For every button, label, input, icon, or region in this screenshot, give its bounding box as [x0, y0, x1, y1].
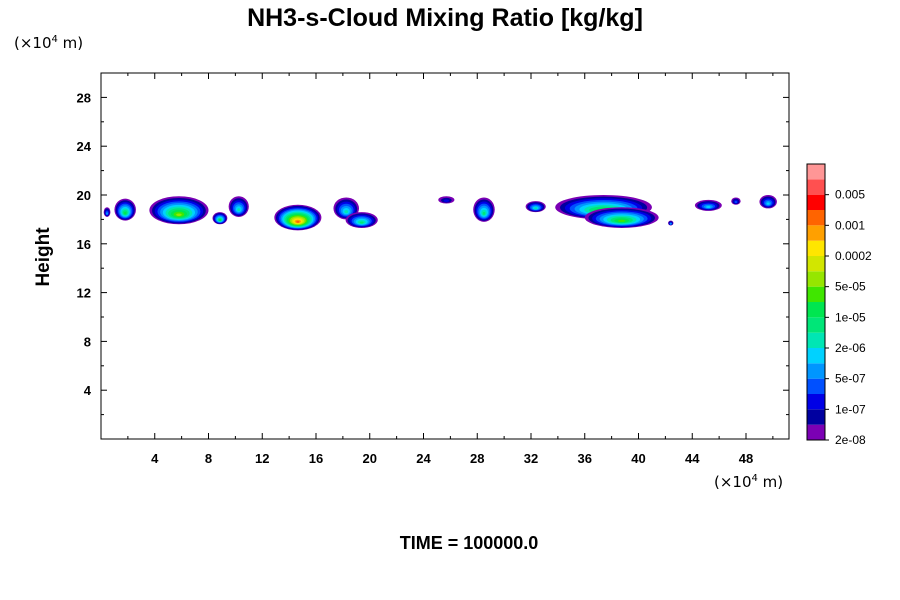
cloud-patch	[114, 198, 136, 221]
x-tick-label: 24	[416, 451, 431, 466]
x-axis-unit: (×104 m)	[714, 473, 783, 491]
cloud-patch	[345, 212, 378, 228]
x-tick-label: 40	[631, 451, 645, 466]
cloud-patch	[584, 207, 659, 228]
colorbar-label: 1e-05	[835, 310, 866, 324]
cloud-level	[123, 211, 127, 215]
colorbar-label: 0.0002	[835, 249, 872, 263]
colorbar-swatch	[807, 286, 825, 302]
x-tick-label: 36	[578, 451, 592, 466]
colorbar-swatch	[807, 302, 825, 318]
cloud-level	[618, 219, 626, 222]
colorbar-label: 0.001	[835, 218, 865, 232]
colorbar-swatch	[807, 225, 825, 241]
colorbar-swatch	[807, 409, 825, 425]
cloud-patch	[694, 199, 722, 211]
colorbar-swatch	[807, 424, 825, 440]
colorbar-label: 2e-06	[835, 341, 866, 355]
cloud-patch	[212, 212, 228, 225]
cloud-level	[344, 210, 349, 214]
x-tick-label: 8	[205, 451, 212, 466]
cloud-level	[443, 199, 450, 202]
x-tick-label: 4	[151, 451, 159, 466]
cloud-level	[106, 212, 109, 215]
y-axis-label: Height	[33, 227, 54, 287]
colorbar-swatch	[807, 317, 825, 333]
colorbar-swatch	[807, 271, 825, 287]
chart-title: NH3-s-Cloud Mixing Ratio [kg/kg]	[247, 4, 643, 32]
y-tick-label: 24	[77, 139, 92, 154]
colorbar-swatch	[807, 394, 825, 410]
x-tick-label: 12	[255, 451, 269, 466]
colorbar-swatch	[807, 240, 825, 256]
cloud-level	[534, 207, 538, 210]
cloud-patch	[103, 207, 111, 217]
y-tick-label: 20	[77, 188, 91, 203]
colorbar-frame	[806, 163, 826, 441]
x-axis: 4 8 12 16 20 24 28 32 36 40 44 48	[127, 73, 774, 466]
colorbar: 0.005 0.001 0.0002 5e-05 1e-05 2e-06 5e-07 1e-0…	[806, 163, 872, 447]
cloud-level	[734, 201, 738, 204]
y-tick-label: 4	[84, 383, 92, 398]
x-tick-label: 20	[363, 451, 377, 466]
colorbar-label: 0.005	[835, 188, 865, 202]
cloud-level	[706, 205, 711, 208]
cloud-level	[176, 213, 182, 216]
cloud-patch	[274, 204, 322, 231]
y-tick-label: 28	[77, 90, 91, 105]
colorbar-swatch	[807, 348, 825, 364]
plot-frame	[100, 72, 790, 440]
colorbar-swatch	[807, 378, 825, 394]
cloud-level	[237, 208, 241, 212]
x-tick-label: 48	[739, 451, 753, 466]
cloud-level	[669, 222, 672, 225]
cloud-patch	[759, 195, 777, 209]
cloud-patch	[149, 196, 209, 225]
colorbar-swatch	[807, 194, 825, 210]
cloud-patch	[228, 196, 249, 217]
time-label: TIME = 100000.0	[400, 533, 539, 553]
cloud-level	[296, 220, 300, 223]
colorbar-swatch	[807, 210, 825, 226]
y-tick-label: 16	[77, 237, 91, 252]
colorbar-label: 5e-05	[835, 280, 866, 294]
x-tick-label: 28	[470, 451, 484, 466]
cloud-patch	[525, 201, 546, 213]
cloud-patch	[438, 196, 455, 204]
y-tick-label: 12	[77, 286, 91, 301]
cloud-patch	[731, 197, 741, 205]
cloud-level	[766, 202, 770, 205]
colorbar-swatch	[807, 256, 825, 272]
colorbar-swatch	[807, 164, 825, 180]
y-tick-label: 8	[84, 334, 91, 349]
colorbar-swatch	[807, 332, 825, 348]
cloud-level	[359, 221, 364, 224]
y-axis: 4 8 12 16 20 24 28	[77, 72, 789, 416]
x-tick-label: 16	[309, 451, 323, 466]
cloud-level	[218, 219, 221, 222]
colorbar-label: 5e-07	[835, 372, 866, 386]
cloud-patch	[473, 197, 495, 222]
colorbar-swatch	[807, 363, 825, 379]
cloud-patch	[668, 220, 674, 226]
colorbar-label: 2e-08	[835, 433, 866, 447]
x-tick-label: 44	[685, 451, 700, 466]
colorbar-swatch	[807, 179, 825, 195]
cloud-level	[482, 211, 486, 215]
x-tick-label: 32	[524, 451, 538, 466]
colorbar-label: 1e-07	[835, 402, 866, 416]
cloud-field	[103, 195, 777, 231]
y-axis-unit: (×104 m)	[14, 34, 83, 52]
